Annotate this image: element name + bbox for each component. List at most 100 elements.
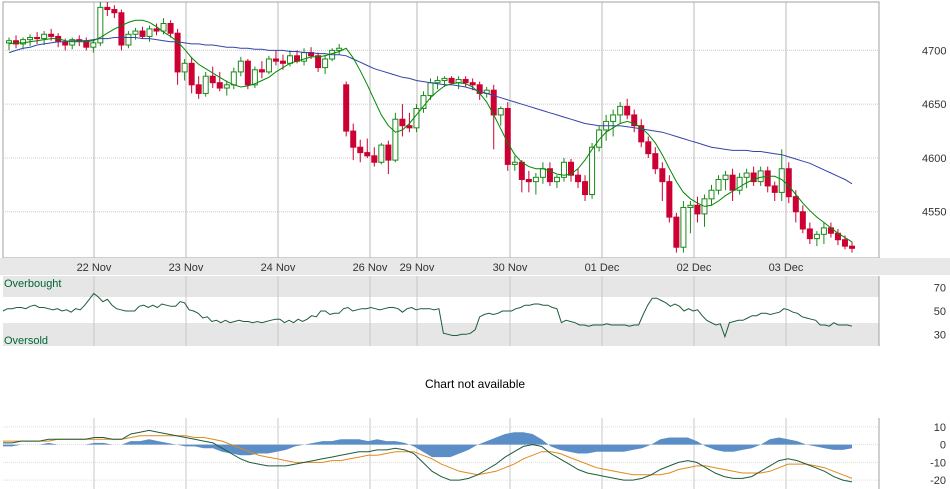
candle-body (406, 125, 413, 129)
candle-body (125, 33, 132, 46)
osc-tick-label: 70 (934, 283, 946, 295)
macd-tick-label: -10 (930, 457, 946, 469)
candle-body (764, 170, 771, 187)
candle-body (511, 161, 518, 165)
candle-body (118, 12, 125, 46)
candle-body (820, 227, 827, 235)
candle-body (27, 36, 34, 41)
candle-body (258, 69, 265, 73)
candle-body (715, 178, 722, 191)
candle-body (518, 161, 525, 180)
oscillator-line (2, 292, 853, 339)
candle-body (771, 185, 778, 193)
candle-body (97, 6, 104, 44)
macd-tick-label: 10 (934, 422, 946, 434)
date-label: 23 Nov (169, 262, 204, 274)
price-panel: 4700 4650 4600 4550 (2, 1, 946, 259)
candle-body (420, 95, 427, 109)
candle-body (532, 176, 539, 183)
candle-body (350, 130, 357, 148)
candle-body (799, 211, 806, 230)
candle-body (132, 30, 139, 35)
candle-body (216, 82, 223, 89)
date-label: 26 Nov (353, 262, 388, 274)
oversold-zone (3, 323, 879, 346)
candle-body (13, 40, 20, 45)
date-label: 02 Dec (677, 262, 712, 274)
candle-body (757, 170, 764, 183)
candle-body (469, 82, 476, 86)
date-axis-band (0, 258, 950, 275)
date-label: 24 Nov (261, 262, 296, 274)
candle-body (167, 23, 174, 34)
candle-body (722, 174, 729, 180)
candle-body (582, 181, 589, 196)
candle-body (413, 107, 420, 129)
candle-body (659, 168, 666, 183)
date-label: 29 Nov (400, 262, 435, 274)
macd-axis-ticks: 10 0 -10 -20 (930, 422, 946, 487)
candle-body (631, 114, 638, 127)
oscillator-panel: Overbought Oversold 70 50 30 (2, 276, 946, 347)
oscillator-axis-ticks: 70 50 30 (934, 283, 946, 342)
price-tick-label: 4700 (922, 45, 946, 57)
candle-body (589, 146, 596, 196)
candle-body (497, 107, 504, 116)
candle-body (645, 141, 652, 155)
macd-tick-label: 0 (940, 440, 946, 452)
date-label: 01 Dec (585, 262, 620, 274)
candle-body (525, 178, 532, 183)
chart-not-available-message: Chart not available (425, 377, 525, 391)
candle-body (441, 77, 448, 82)
candle-body (560, 161, 567, 178)
overbought-label: Overbought (4, 278, 61, 290)
candle-body (315, 55, 322, 69)
candle-body (357, 146, 364, 154)
candle-body (111, 9, 118, 14)
price-plot-frame (2, 1, 880, 259)
candle-body (139, 30, 146, 37)
candle-body (539, 168, 546, 178)
candle-body (813, 233, 820, 240)
slow-moving-average-line (8, 37, 853, 185)
candle-body (553, 176, 560, 183)
candle-body (399, 118, 406, 127)
candle-body (666, 181, 673, 218)
candle-body (750, 172, 757, 183)
candle-body (287, 55, 293, 64)
candle-body (624, 105, 631, 116)
candle-body (202, 75, 209, 94)
price-tick-label: 4650 (922, 99, 946, 111)
fast-moving-average-line (8, 19, 853, 243)
candle-body (434, 80, 441, 84)
candle-body (364, 152, 371, 157)
osc-tick-label: 30 (934, 329, 946, 341)
candle-body (90, 42, 97, 48)
candle-body (427, 82, 434, 97)
candle-body (104, 6, 111, 11)
candle-body (610, 114, 617, 122)
candle-body (6, 40, 12, 44)
macd-line (3, 429, 853, 483)
candle-body (841, 239, 848, 247)
candle-body (20, 39, 27, 45)
candle-body (778, 168, 785, 193)
candle-body (48, 33, 55, 37)
price-tick-label: 4600 (922, 153, 946, 165)
candle-body (223, 84, 230, 89)
date-label: 03 Dec (769, 262, 804, 274)
candle-body (34, 36, 41, 40)
candle-body (448, 77, 455, 84)
candle-body (617, 105, 624, 116)
candle-body (652, 153, 659, 170)
candle-body (209, 75, 216, 84)
candle-body (343, 84, 350, 132)
candle-body (638, 125, 645, 143)
candle-body (708, 189, 715, 200)
candle-body (237, 60, 244, 73)
price-candles (6, 2, 855, 253)
candle-body (378, 144, 385, 163)
candle-body (687, 204, 694, 208)
price-axis-ticks: 4700 4650 4600 4550 (922, 45, 946, 218)
